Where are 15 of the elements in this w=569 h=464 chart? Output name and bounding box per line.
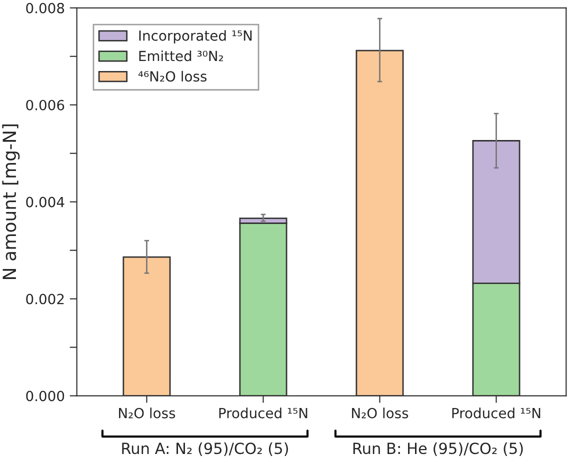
text: Run A: N₂ (95)/CO₂ (5) (122, 442, 288, 456)
x-tick-label: N₂O loss (352, 408, 408, 418)
x-tick-label: N₂O loss (119, 408, 176, 418)
y-tick-label: 0.000 (26, 390, 64, 402)
y-tick-label: 0.004 (26, 196, 64, 208)
legend-label: Emitted ³⁰N₂ (139, 50, 223, 62)
legend-label: ⁴⁶N₂O loss (138, 70, 207, 82)
legend-label: Incorporated ¹⁵N (139, 30, 252, 44)
x-tick-label: Produced ¹⁵N (219, 408, 308, 418)
x-tick-label: Produced ¹⁵N (452, 408, 540, 418)
y-axis-title: N amount [mg-N] (2, 124, 20, 279)
y-tick-label: 0.002 (26, 294, 64, 304)
y-tick-label: 0.008 (26, 2, 64, 14)
text: Run B: He (95)/CO₂ (5) (353, 442, 523, 456)
y-tick-label: 0.006 (26, 100, 64, 110)
